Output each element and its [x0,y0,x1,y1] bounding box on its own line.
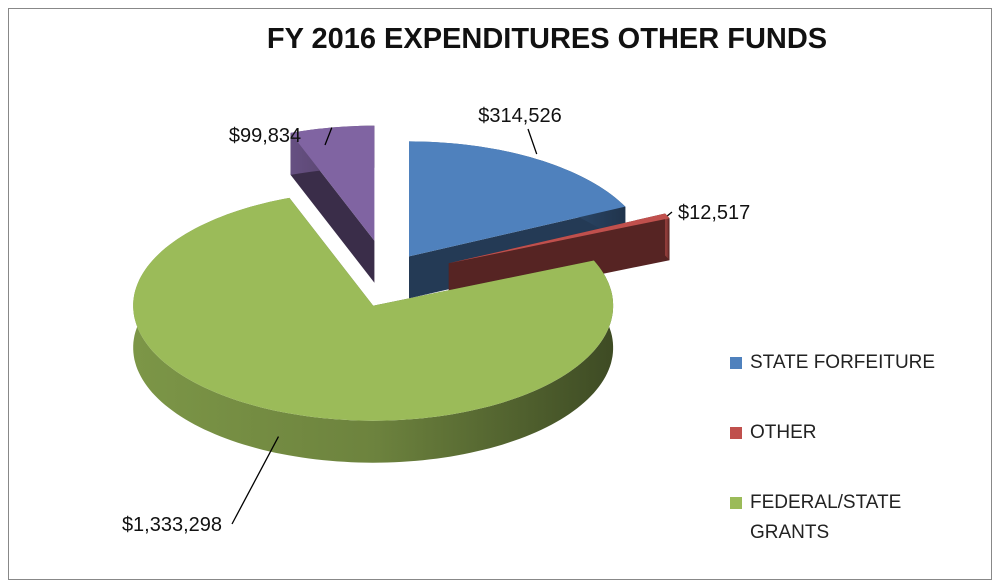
leader-line [666,211,673,217]
pie-slice [290,125,375,283]
legend-item: FEDERAL/STATE GRANTS [730,488,945,548]
data-label: $1,333,298 [122,514,222,536]
legend-item: STATE FORFEITURE [730,348,945,378]
data-label: $99,834 [229,125,301,147]
data-label: $314,526 [478,105,561,127]
legend-swatch [730,427,742,439]
slice-top [133,197,614,421]
legend-swatch [730,357,742,369]
slice-wall [665,213,670,261]
legend-swatch [730,497,742,509]
legend-label: OTHER [750,422,817,443]
pie-slice [133,197,614,463]
slice-top [448,213,670,264]
slice-top [409,141,626,257]
leader-line [527,128,538,155]
leader-line [324,127,333,146]
chart-title: FY 2016 EXPENDITURES OTHER FUNDS [267,23,827,55]
slice-top [290,125,375,241]
legend-item: OTHER [730,418,945,448]
legend-label: STATE FORFEITURE [750,352,936,373]
leader-line [231,436,280,525]
legend-label: FEDERAL/STATE GRANTS [750,492,902,543]
data-label: $12,517 [678,202,750,224]
